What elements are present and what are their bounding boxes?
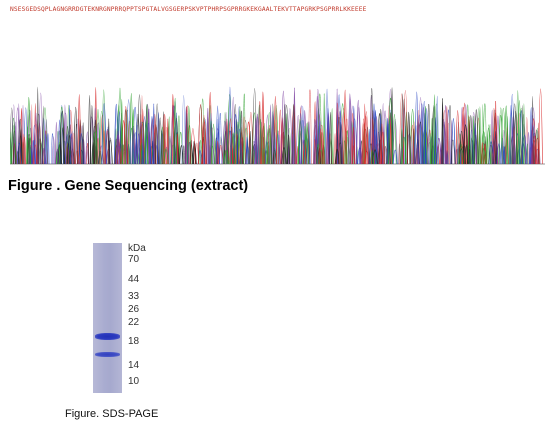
- marker-22: 22: [128, 317, 140, 328]
- sequence-letters: NSESGEDSQPLAGNGRRDGTEKNRGNPRRQPPTSPGTALV…: [10, 6, 367, 13]
- protein-band-lower: [95, 352, 120, 357]
- gene-sequencing-caption: Figure . Gene Sequencing (extract): [8, 178, 249, 194]
- sds-page-caption: Figure. SDS-PAGE: [65, 408, 159, 420]
- sequencing-chromatogram: [10, 4, 545, 166]
- marker-10: 10: [128, 376, 140, 387]
- marker-14: 14: [128, 360, 140, 371]
- marker-26: 26: [128, 304, 140, 315]
- marker-44: 44: [128, 274, 140, 285]
- marker-unit-label: kDa: [128, 243, 146, 254]
- molecular-weight-markers: kDa 70 44 33 26 22 18 14 10: [128, 244, 168, 394]
- marker-70: 70: [128, 254, 140, 265]
- protein-band-upper: [95, 333, 120, 340]
- sds-page-lane: [93, 243, 122, 393]
- marker-18: 18: [128, 336, 140, 347]
- marker-33: 33: [128, 291, 140, 302]
